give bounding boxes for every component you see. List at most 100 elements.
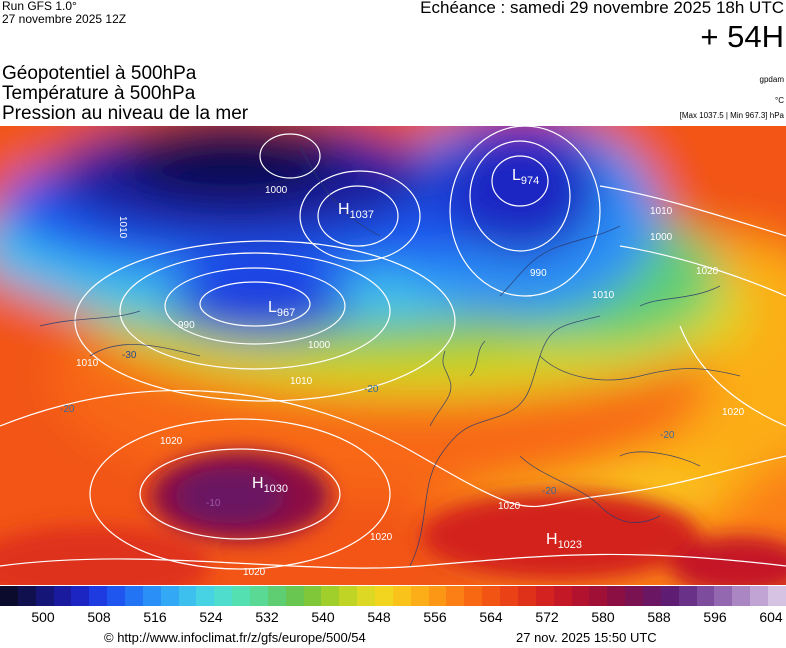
color-swatch bbox=[571, 586, 590, 606]
color-swatch bbox=[660, 586, 679, 606]
isobar-label: 1000 bbox=[265, 185, 288, 196]
color-swatch bbox=[553, 586, 572, 606]
color-swatch bbox=[607, 586, 626, 606]
color-swatch bbox=[428, 586, 447, 606]
color-swatch bbox=[678, 586, 697, 606]
isobar-label: 1010 bbox=[650, 206, 673, 217]
color-swatch bbox=[0, 586, 18, 606]
color-scale-tick: 580 bbox=[591, 609, 615, 625]
param-pressure: Pression au niveau de la mer bbox=[2, 103, 249, 124]
isobar-label: 1010 bbox=[290, 376, 313, 387]
temperature-label: -10 bbox=[206, 498, 221, 509]
temperature-label: -20 bbox=[660, 430, 675, 441]
color-scale-tick: 540 bbox=[311, 609, 335, 625]
param-temperature: Température à 500hPa bbox=[2, 83, 196, 104]
isobar-label: 990 bbox=[530, 268, 547, 279]
temperature-label: -20 bbox=[542, 486, 557, 497]
pressure-center-low: L967 bbox=[268, 299, 295, 319]
color-swatch bbox=[125, 586, 143, 606]
color-swatch bbox=[464, 586, 483, 606]
color-scale-tick: 564 bbox=[479, 609, 503, 625]
pressure-centers: H1037 L974 L967 H1030 H1023 bbox=[252, 167, 582, 551]
color-swatch bbox=[732, 586, 751, 606]
color-swatch bbox=[767, 586, 786, 606]
color-swatch bbox=[267, 586, 286, 606]
color-swatch bbox=[696, 586, 715, 606]
isobar-label: 1020 bbox=[243, 567, 266, 578]
color-swatch bbox=[535, 586, 554, 606]
pressure-center-high: H1023 bbox=[546, 531, 582, 551]
pressure-center-high: H1037 bbox=[338, 201, 374, 221]
coastlines bbox=[39, 145, 741, 567]
color-scale-tick: 516 bbox=[143, 609, 167, 625]
color-swatch bbox=[303, 586, 322, 606]
color-scale-tick: 500 bbox=[31, 609, 55, 625]
color-swatch bbox=[71, 586, 90, 606]
color-swatch bbox=[517, 586, 536, 606]
color-swatch bbox=[107, 586, 126, 606]
color-scale-tick: 596 bbox=[703, 609, 727, 625]
isobar-label: 1020 bbox=[160, 436, 183, 447]
param-geopotential: Géopotentiel à 500hPa bbox=[2, 63, 197, 84]
isobar-label: 1000 bbox=[650, 232, 673, 243]
color-swatch bbox=[232, 586, 251, 606]
temperature-labels: -30 -20 -20 -20 -20 -10 bbox=[60, 350, 675, 509]
isobar-label: 1020 bbox=[370, 532, 393, 543]
color-swatch bbox=[250, 586, 268, 606]
isobar-label: 1010 bbox=[117, 216, 128, 239]
temperature-label: -20 bbox=[364, 384, 379, 395]
isobar-label: 1020 bbox=[498, 501, 521, 512]
color-swatch bbox=[35, 586, 54, 606]
color-scale-tick: 508 bbox=[87, 609, 111, 625]
generated-time: 27 nov. 2025 15:50 UTC bbox=[516, 630, 657, 645]
color-swatch bbox=[178, 586, 197, 606]
color-scale-bar bbox=[0, 586, 786, 606]
isobars bbox=[0, 126, 786, 570]
color-swatch bbox=[410, 586, 429, 606]
color-swatch bbox=[375, 586, 393, 606]
color-swatch bbox=[142, 586, 161, 606]
pressure-range: [Max 1037.5 | Min 967.3] hPa bbox=[679, 111, 784, 120]
isobar-labels: 1000 1010 990 1010 1000 1020 1020 1020 1… bbox=[76, 185, 745, 578]
color-swatch bbox=[339, 586, 358, 606]
color-swatch bbox=[392, 586, 411, 606]
color-scale-tick: 572 bbox=[535, 609, 559, 625]
color-swatch bbox=[214, 586, 233, 606]
color-scale-ticks: 500 508 516 524 532 540 548 556 564 572 580 588 596 6… bbox=[0, 609, 786, 627]
isobar-label: 990 bbox=[178, 320, 195, 331]
pressure-center-high: H1030 bbox=[252, 475, 288, 495]
color-swatch bbox=[482, 586, 501, 606]
unit-geopotential: gpdam bbox=[759, 75, 784, 84]
weather-map: H1037 L974 L967 H1030 H1023 1000 1010 99… bbox=[0, 126, 786, 585]
forecast-valid-time: Echéance : samedi 29 novembre 2025 18h U… bbox=[420, 0, 784, 17]
color-swatch bbox=[321, 586, 340, 606]
color-swatch bbox=[500, 586, 518, 606]
color-scale-tick: 588 bbox=[647, 609, 671, 625]
temperature-label: -30 bbox=[122, 350, 137, 361]
isobar-label: 1010 bbox=[76, 358, 99, 369]
color-swatch bbox=[196, 586, 215, 606]
run-date: 27 novembre 2025 12Z bbox=[2, 12, 127, 26]
isobar-label: 1000 bbox=[308, 340, 331, 351]
color-scale-tick: 524 bbox=[199, 609, 223, 625]
color-swatch bbox=[589, 586, 608, 606]
color-swatch bbox=[357, 586, 376, 606]
color-swatch bbox=[89, 586, 108, 606]
color-scale-tick: 548 bbox=[367, 609, 391, 625]
source-url[interactable]: © http://www.infoclimat.fr/z/gfs/europe/… bbox=[104, 630, 366, 645]
isobar-label: 1010 bbox=[592, 290, 615, 301]
color-swatch bbox=[642, 586, 661, 606]
pressure-center-low: L974 bbox=[512, 167, 539, 187]
color-swatch bbox=[53, 586, 72, 606]
run-title: Run GFS 1.0° bbox=[2, 0, 77, 13]
color-swatch bbox=[160, 586, 179, 606]
weather-map-svg: H1037 L974 L967 H1030 H1023 1000 1010 99… bbox=[0, 126, 786, 585]
lead-time: + 54H bbox=[700, 19, 784, 54]
color-scale-tick: 556 bbox=[423, 609, 447, 625]
color-swatch bbox=[446, 586, 465, 606]
color-swatch bbox=[285, 586, 304, 606]
color-scale-tick: 532 bbox=[255, 609, 279, 625]
temperature-label: -20 bbox=[60, 404, 75, 415]
isobar-label: 1020 bbox=[722, 407, 745, 418]
warm-anomaly-shading bbox=[0, 451, 786, 585]
